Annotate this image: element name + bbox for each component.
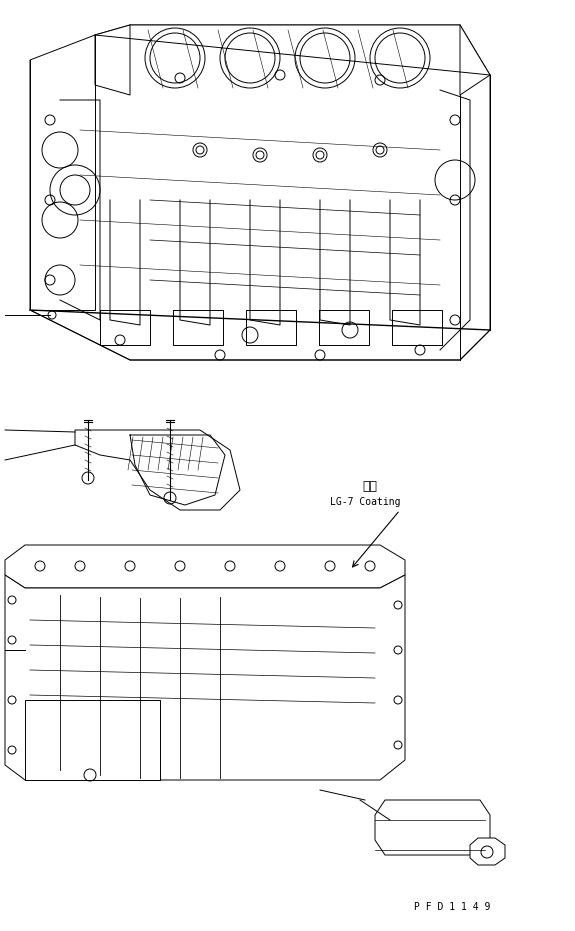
Polygon shape: [25, 700, 160, 780]
Polygon shape: [5, 575, 405, 780]
Text: 塗布: 塗布: [362, 480, 378, 493]
Polygon shape: [5, 545, 405, 588]
Polygon shape: [375, 800, 490, 855]
Text: P F D 1 1 4 9: P F D 1 1 4 9: [413, 902, 490, 912]
Polygon shape: [75, 430, 240, 510]
Polygon shape: [30, 25, 490, 360]
Polygon shape: [470, 838, 505, 865]
Polygon shape: [95, 25, 490, 95]
Text: LG-7 Coating: LG-7 Coating: [330, 497, 401, 507]
